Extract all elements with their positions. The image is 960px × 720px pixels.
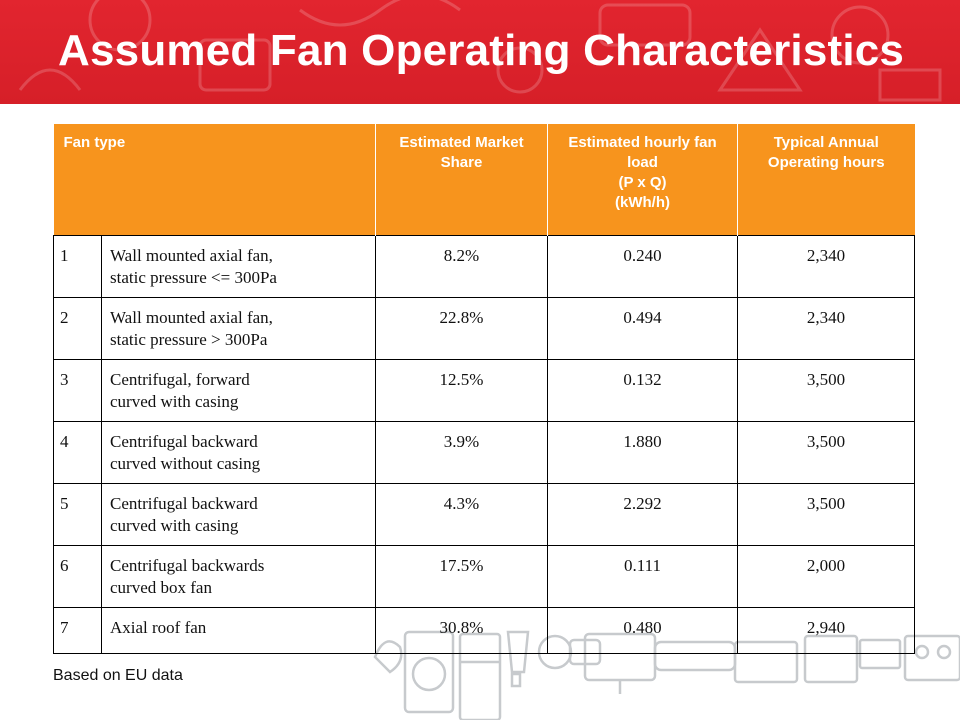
fan-type-cell: Wall mounted axial fan, static pressure … (101, 297, 376, 360)
operating-hours-cell: 2,340 (737, 297, 915, 360)
table-row: 2 Wall mounted axial fan, static pressur… (53, 297, 915, 360)
fan-type-cell: Centrifugal backwards curved box fan (101, 545, 376, 608)
row-number: 5 (53, 483, 102, 546)
row-number: 4 (53, 421, 102, 484)
operating-hours-cell: 3,500 (737, 421, 915, 484)
fan-load-cell: 1.880 (547, 421, 738, 484)
market-share-cell: 17.5% (375, 545, 548, 608)
header-operating-hours: Typical Annual Operating hours (737, 124, 915, 236)
fan-load-cell: 2.292 (547, 483, 738, 546)
operating-hours-cell: 3,500 (737, 483, 915, 546)
fan-type-line: curved box fan (110, 578, 212, 597)
operating-hours-cell: 3,500 (737, 359, 915, 422)
row-number: 1 (53, 235, 102, 298)
market-share-cell: 8.2% (375, 235, 548, 298)
fan-type-line: Axial roof fan (110, 618, 207, 637)
fan-type-line: Wall mounted axial fan, (110, 308, 273, 327)
header-fan-load-line1: Estimated hourly fan load (568, 134, 717, 171)
fan-type-line: Centrifugal backward (110, 494, 258, 513)
fan-type-line: static pressure <= 300Pa (110, 268, 277, 287)
fan-type-line: static pressure > 300Pa (110, 330, 268, 349)
row-number: 7 (53, 607, 102, 654)
row-number: 3 (53, 359, 102, 422)
operating-hours-cell: 2,000 (737, 545, 915, 608)
fan-type-cell: Centrifugal, forward curved with casing (101, 359, 376, 422)
fan-type-line: curved without casing (110, 454, 261, 473)
row-number: 6 (53, 545, 102, 608)
table-row: 5 Centrifugal backward curved with casin… (53, 483, 915, 546)
fan-type-line: curved with casing (110, 516, 239, 535)
fan-type-line: Centrifugal backward (110, 432, 258, 451)
operating-hours-cell: 2,940 (737, 607, 915, 654)
market-share-cell: 30.8% (375, 607, 548, 654)
appliance-footer-art (373, 630, 960, 720)
fan-type-cell: Axial roof fan (101, 607, 376, 654)
header-market-share: Estimated Market Share (375, 124, 548, 236)
header-fan-load: Estimated hourly fan load (P x Q) (kWh/h… (547, 124, 738, 236)
cooktop-icon (903, 634, 960, 682)
fan-type-cell: Wall mounted axial fan, static pressure … (101, 235, 376, 298)
table-row: 1 Wall mounted axial fan, static pressur… (53, 235, 915, 298)
source-footnote: Based on EU data (53, 667, 183, 684)
row-number: 2 (53, 297, 102, 360)
fan-type-line: curved with casing (110, 392, 239, 411)
fan-load-cell: 0.480 (547, 607, 738, 654)
market-share-cell: 3.9% (375, 421, 548, 484)
header-fan-type: Fan type (53, 124, 376, 236)
table-row: 7 Axial roof fan 30.8% 0.480 2,940 (53, 607, 915, 654)
fan-type-line: Centrifugal backwards (110, 556, 265, 575)
fan-load-cell: 0.132 (547, 359, 738, 422)
table-row: 6 Centrifugal backwards curved box fan 1… (53, 545, 915, 608)
fan-type-cell: Centrifugal backward curved without casi… (101, 421, 376, 484)
header-fan-load-line2: (P x Q) (618, 174, 667, 191)
slide-title: Assumed Fan Operating Characteristics (58, 26, 905, 75)
fan-type-cell: Centrifugal backward curved with casing (101, 483, 376, 546)
operating-hours-cell: 2,340 (737, 235, 915, 298)
banner-pattern-graphic (18, 0, 942, 102)
fan-load-cell: 0.111 (547, 545, 738, 608)
table-row: 3 Centrifugal, forward curved with casin… (53, 359, 915, 422)
fan-load-cell: 0.494 (547, 297, 738, 360)
table-header-row: Fan type Estimated Market Share Estimate… (53, 124, 915, 236)
title-banner: Assumed Fan Operating Characteristics (0, 0, 960, 104)
fan-type-line: Wall mounted axial fan, (110, 246, 273, 265)
header-fan-load-line3: (kWh/h) (615, 194, 670, 211)
table-row: 4 Centrifugal backward curved without ca… (53, 421, 915, 484)
market-share-cell: 12.5% (375, 359, 548, 422)
fan-characteristics-table: Fan type Estimated Market Share Estimate… (53, 124, 915, 654)
fan-type-line: Centrifugal, forward (110, 370, 250, 389)
market-share-cell: 4.3% (375, 483, 548, 546)
fan-load-cell: 0.240 (547, 235, 738, 298)
market-share-cell: 22.8% (375, 297, 548, 360)
